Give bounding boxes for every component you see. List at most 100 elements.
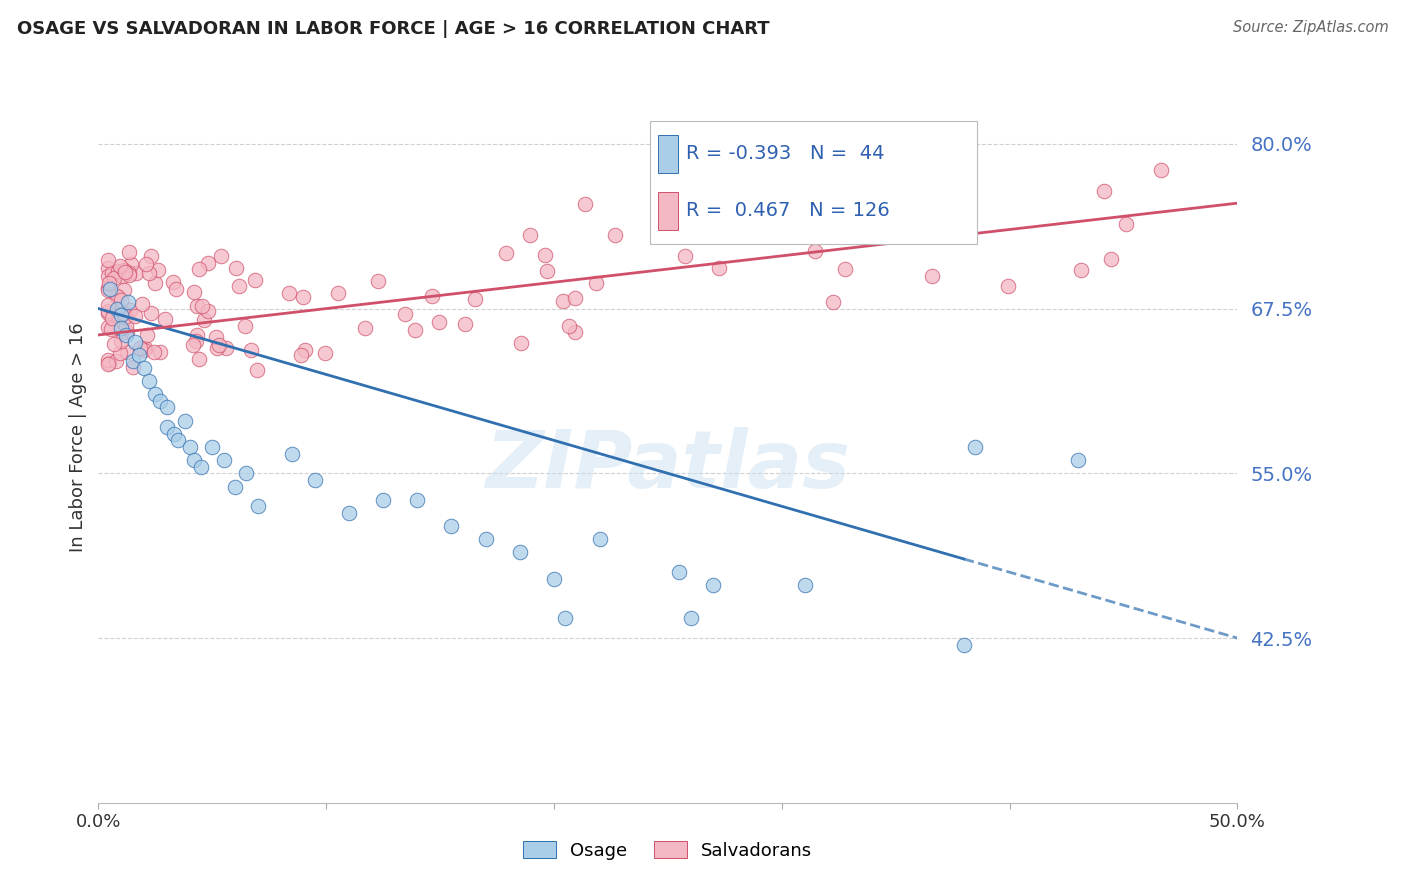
Point: [533, 248, 555, 262]
Point: [96, 261, 118, 276]
Point: [679, 611, 702, 625]
Point: [162, 426, 184, 441]
Point: [112, 262, 135, 277]
Point: [118, 245, 141, 260]
Point: [702, 578, 724, 592]
Point: [174, 414, 197, 428]
Point: [117, 295, 139, 310]
Point: [162, 275, 184, 289]
Point: [686, 226, 709, 240]
Point: [281, 446, 304, 460]
Point: [186, 299, 208, 313]
Point: [188, 262, 211, 277]
Point: [367, 274, 389, 288]
Point: [834, 261, 856, 276]
Point: [474, 533, 496, 547]
Point: [956, 211, 979, 225]
Point: [184, 334, 207, 348]
Point: [536, 264, 558, 278]
Point: [603, 228, 626, 243]
Point: [101, 267, 124, 281]
Point: [107, 264, 129, 278]
Point: [138, 374, 160, 388]
Point: [551, 294, 574, 309]
Point: [1092, 184, 1115, 198]
Point: [673, 249, 696, 263]
Point: [668, 565, 690, 579]
Point: [464, 293, 486, 307]
Point: [115, 325, 138, 339]
Point: [96, 357, 118, 371]
Point: [120, 303, 142, 318]
Point: [105, 354, 128, 368]
Point: [118, 266, 141, 280]
Point: [204, 330, 226, 344]
Point: [554, 611, 576, 625]
Point: [1115, 217, 1137, 231]
Text: Source: ZipAtlas.com: Source: ZipAtlas.com: [1233, 20, 1389, 35]
Point: [190, 459, 212, 474]
Point: [564, 291, 586, 305]
Text: ZIPatlas: ZIPatlas: [485, 427, 851, 506]
Point: [588, 533, 610, 547]
Point: [112, 283, 135, 297]
Point: [114, 310, 136, 325]
Point: [148, 263, 170, 277]
Point: [131, 296, 153, 310]
Point: [96, 320, 118, 334]
Point: [406, 492, 429, 507]
Point: [96, 281, 118, 295]
Point: [440, 519, 463, 533]
Text: OSAGE VS SALVADORAN IN LABOR FORCE | AGE > 16 CORRELATION CHART: OSAGE VS SALVADORAN IN LABOR FORCE | AGE…: [17, 20, 769, 37]
Point: [956, 190, 979, 204]
Point: [153, 311, 176, 326]
Point: [122, 359, 145, 374]
Point: [114, 265, 136, 279]
Point: [134, 341, 156, 355]
Point: [107, 308, 129, 322]
Point: [139, 249, 162, 263]
Point: [543, 572, 565, 586]
Point: [111, 324, 134, 338]
Point: [145, 387, 167, 401]
Point: [179, 440, 201, 454]
Point: [353, 321, 375, 335]
Point: [110, 308, 132, 322]
Point: [112, 306, 135, 320]
Point: [709, 261, 731, 276]
Point: [132, 360, 155, 375]
Point: [224, 479, 246, 493]
Point: [208, 337, 231, 351]
Point: [97, 306, 120, 320]
Point: [156, 420, 179, 434]
Point: [246, 500, 269, 514]
Point: [197, 255, 219, 269]
Point: [793, 578, 815, 592]
Point: [105, 289, 128, 303]
Point: [149, 345, 172, 359]
Point: [188, 352, 211, 367]
Point: [1150, 162, 1173, 177]
Point: [454, 317, 477, 331]
Point: [239, 343, 262, 357]
Point: [186, 328, 208, 343]
Point: [197, 304, 219, 318]
Point: [215, 341, 238, 355]
Point: [120, 257, 142, 271]
Point: [394, 308, 416, 322]
Point: [965, 440, 987, 454]
Point: [96, 283, 118, 297]
Point: [294, 343, 316, 357]
Point: [574, 197, 596, 211]
Point: [509, 545, 531, 559]
Point: [1067, 453, 1090, 467]
Point: [110, 293, 132, 307]
Point: [337, 506, 360, 520]
Point: [277, 285, 299, 300]
Point: [100, 311, 122, 326]
Point: [235, 467, 257, 481]
Point: [96, 253, 118, 268]
Point: [585, 276, 607, 290]
Point: [142, 345, 165, 359]
Point: [110, 259, 132, 273]
